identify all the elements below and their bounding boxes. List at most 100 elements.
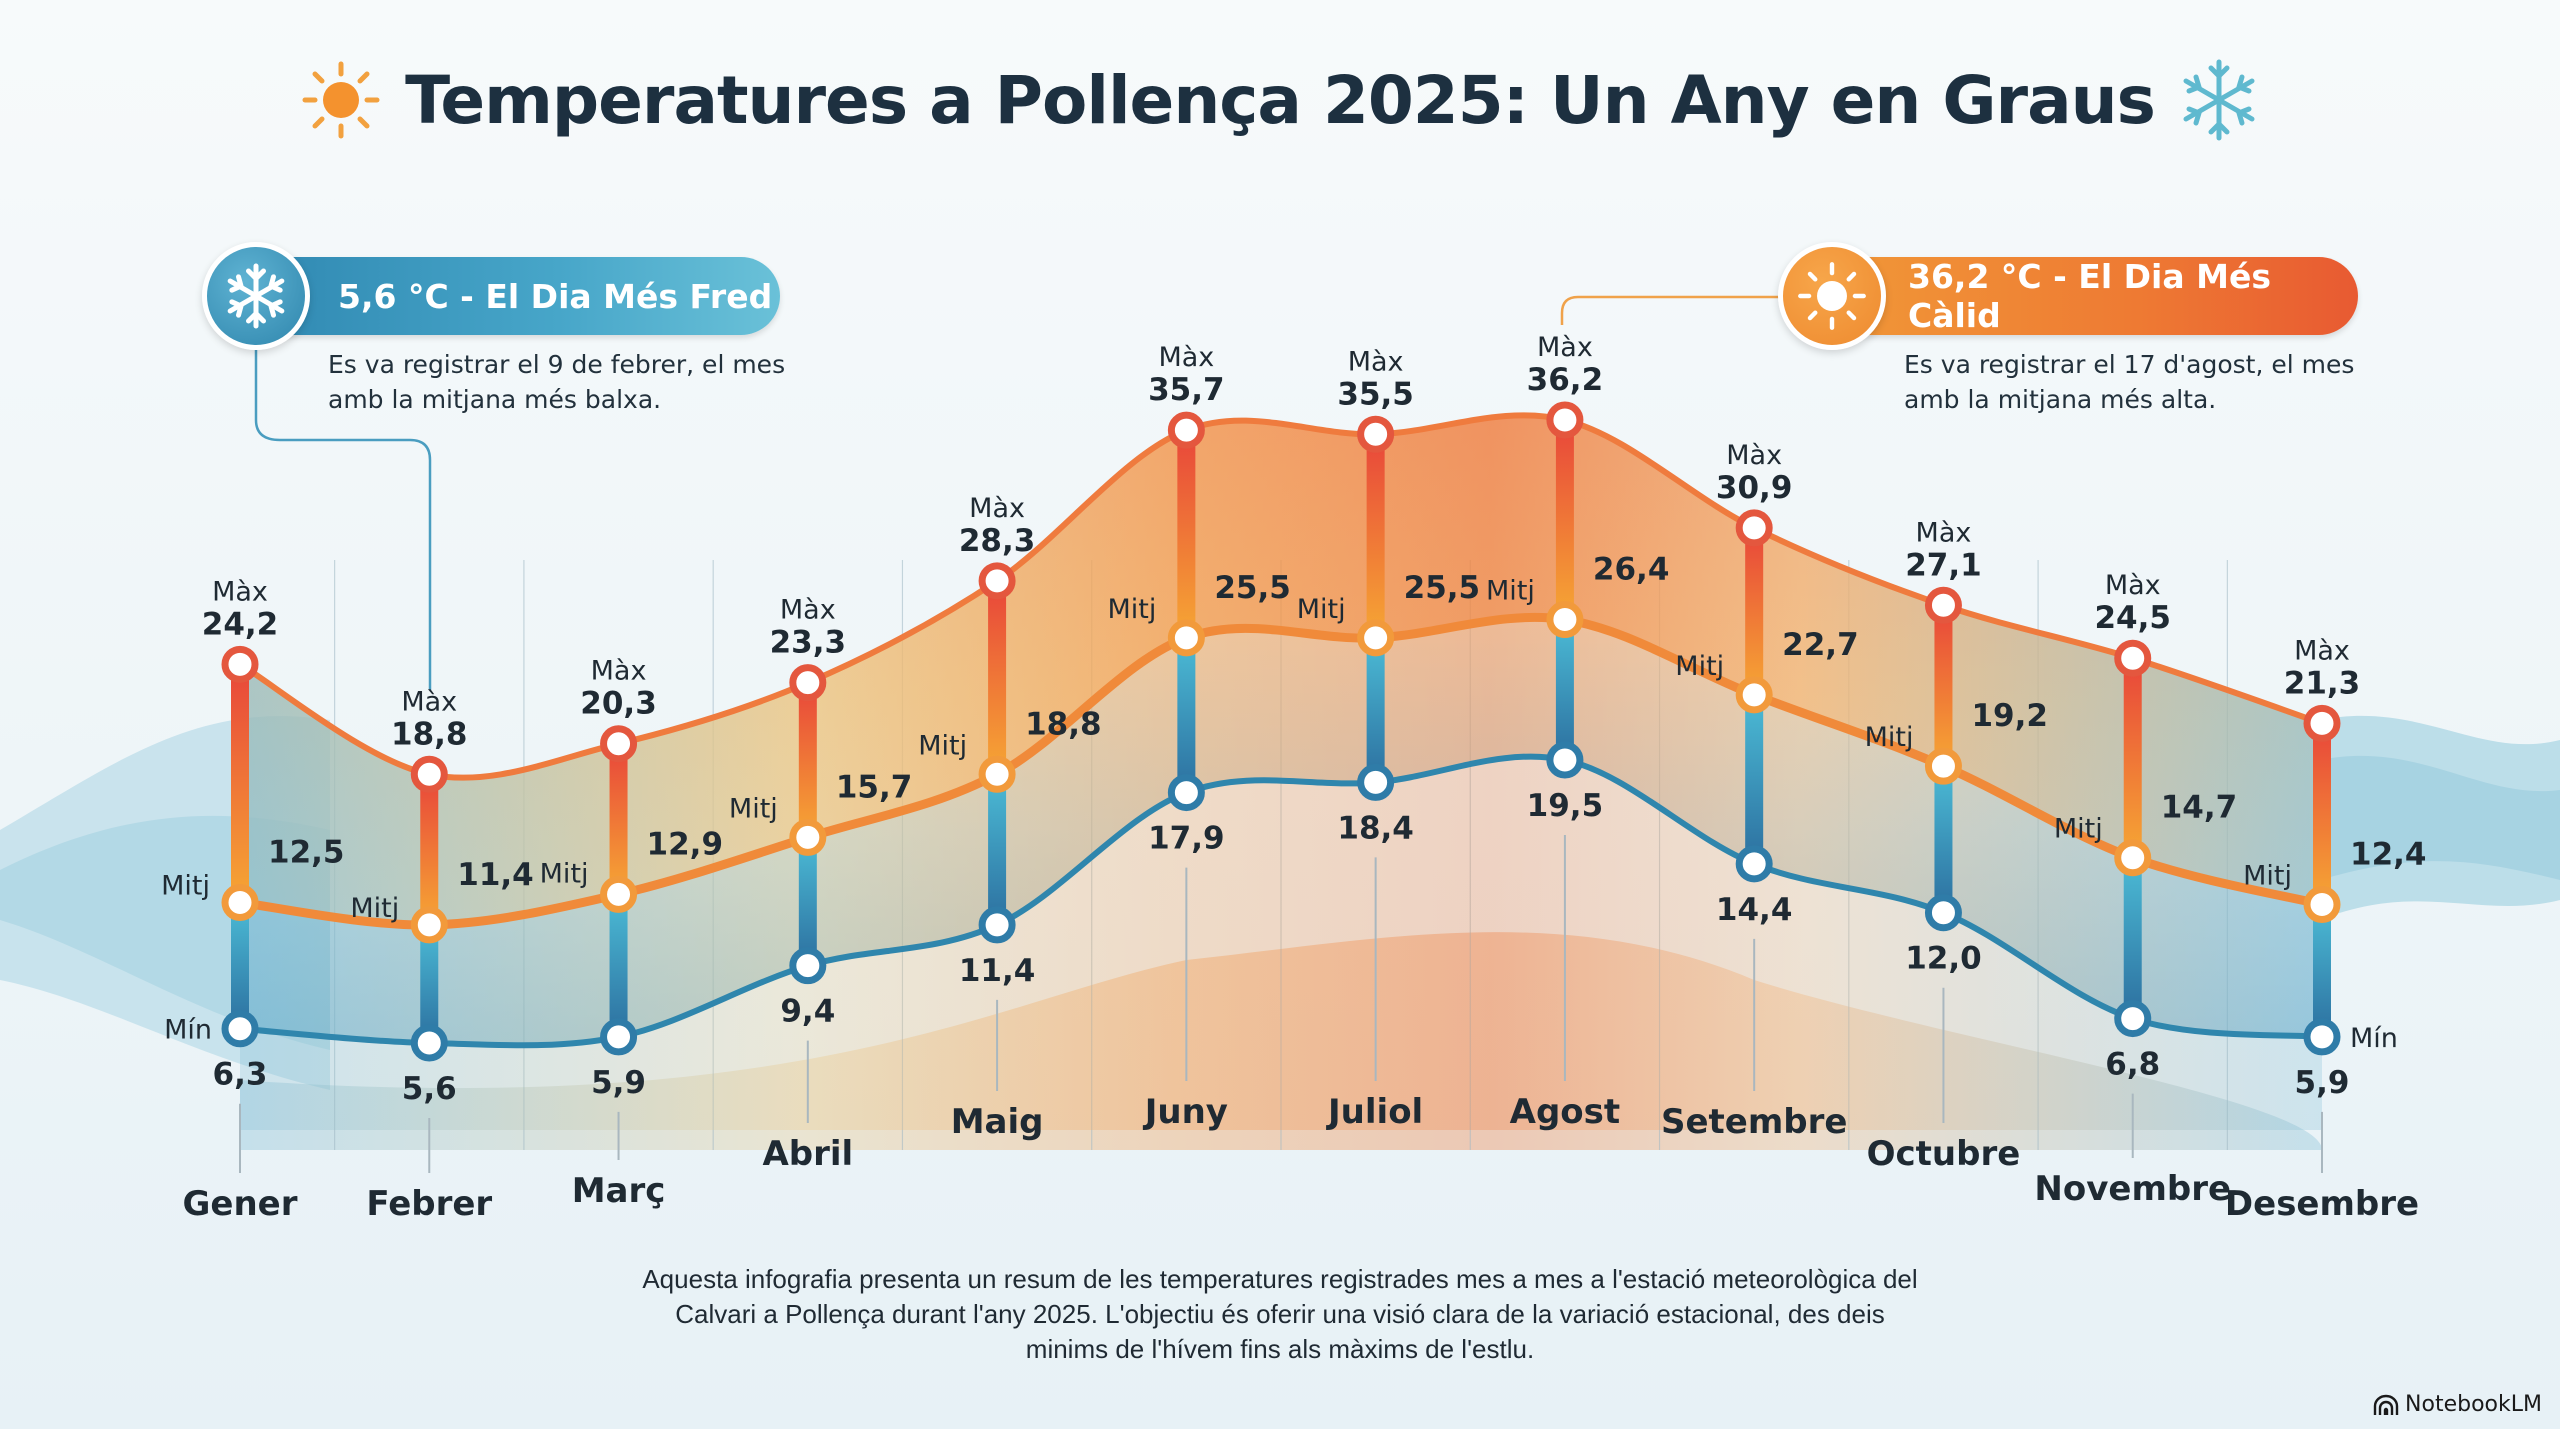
notebooklm-logo-icon (2373, 1394, 2399, 1415)
max-label: Màx (1348, 346, 1404, 377)
avg-value-label: 25,5 (1404, 570, 1481, 606)
max-label: Màx (1537, 332, 1593, 363)
month-label: Abril (762, 1134, 853, 1174)
below-min-area (240, 756, 2322, 1130)
max-value-label: 36,2 (1527, 362, 1604, 398)
month-label: Juliol (1326, 1092, 1423, 1132)
max-value-label: 18,8 (391, 716, 468, 752)
header: Temperatures a Pollença 2025: Un Any en … (0, 58, 2560, 142)
max-label: Màx (1158, 342, 1214, 373)
avg-label: Mitj (1486, 576, 1535, 607)
min-value-label: 5,6 (402, 1071, 457, 1107)
data-point-min (1167, 774, 1205, 812)
month-label: Desembre (2225, 1184, 2419, 1224)
avg-label: Mitj (1865, 722, 1914, 753)
min-value-label: 6,3 (213, 1057, 268, 1093)
max-label: Màx (780, 595, 836, 626)
avg-label: Mitj (729, 793, 778, 824)
max-label: Màx (401, 686, 457, 717)
infographic-description: Aquesta infografia presenta un resum de … (642, 1264, 1918, 1364)
range-bar-lower (1177, 637, 1196, 793)
sun-icon (1798, 262, 1866, 330)
range-bar-lower (420, 924, 439, 1043)
data-point-max (410, 755, 448, 793)
month-label: Setembre (1661, 1102, 1847, 1142)
avg-value-label: 25,5 (1214, 570, 1291, 606)
brand-name: NotebookLM (2405, 1392, 2542, 1417)
max-value-label: 28,3 (959, 523, 1036, 559)
min-label: Mín (164, 1015, 212, 1046)
min-value-label: 17,9 (1148, 821, 1225, 857)
data-point-max (1357, 415, 1395, 453)
avg-label: Mitj (1297, 594, 1346, 625)
max-label: Màx (2105, 570, 2161, 601)
max-value-label: 20,3 (580, 686, 657, 722)
data-point-avg (978, 755, 1016, 793)
max-label: Màx (591, 656, 647, 687)
data-point-avg (1357, 619, 1395, 657)
min-value-label: 5,9 (2295, 1065, 2350, 1101)
series-line-max (238, 412, 2323, 781)
data-point-min (2114, 1000, 2152, 1038)
avg-value-label: 19,2 (1971, 698, 2048, 734)
data-point-min (410, 1024, 448, 1062)
data-point-avg (2114, 839, 2152, 877)
data-point-min (1924, 894, 1962, 932)
data-point-max (789, 664, 827, 702)
callout-connectors (254, 295, 1780, 690)
range-bar-upper (798, 682, 817, 838)
page-title: Temperatures a Pollença 2025: Un Any en … (405, 61, 2156, 139)
data-point-avg (2303, 886, 2341, 924)
range-bar-lower (1366, 637, 1385, 783)
data-point-min (1735, 845, 1773, 883)
coldest-day-label: 5,6 °C - El Dia Més Fred (338, 276, 773, 316)
range-bar-upper (1177, 430, 1196, 638)
range-bar-upper (231, 664, 249, 903)
data-point-max (1735, 509, 1773, 547)
data-point-avg (1735, 676, 1773, 714)
range-bar-upper (1366, 434, 1385, 638)
range-bar-upper (420, 774, 439, 925)
month-label: Juny (1143, 1092, 1228, 1132)
range-bar-lower (988, 774, 1007, 925)
data-point-avg (221, 884, 259, 922)
max-label: Màx (1726, 440, 1782, 471)
coldest-day-callout: 5,6 °C - El Dia Més Fred (228, 257, 780, 335)
range-bar-upper (2123, 658, 2142, 858)
min-value-label: 18,4 (1337, 810, 1414, 846)
data-point-max (600, 725, 638, 763)
avg-value-label: 12,9 (647, 826, 724, 862)
month-label: Octubre (1867, 1134, 2021, 1174)
avg-value-label: 26,4 (1593, 552, 1670, 588)
max-label: Màx (969, 493, 1025, 524)
min-label: Mín (2350, 1023, 2398, 1054)
month-label: Març (572, 1171, 666, 1211)
avg-label: Mitj (540, 858, 589, 889)
range-bar-upper (1555, 420, 1574, 620)
hottest-day-label: 36,2 °C - El Dia Més Càlid (1908, 257, 2271, 335)
range-bar-lower (1934, 766, 1953, 913)
avg-label: Mitj (2054, 814, 2103, 845)
hottest-day-badge (1778, 242, 1886, 350)
brand-mark: NotebookLM (2373, 1392, 2542, 1417)
data-point-max (221, 645, 259, 683)
avg-label: Mitj (2243, 861, 2292, 892)
data-point-min (221, 1010, 259, 1048)
data-point-avg (1924, 747, 1962, 785)
range-bar-upper (988, 580, 1007, 775)
hottest-connector-line (1560, 295, 1780, 325)
background-wave-right-inner (2320, 755, 2560, 880)
month-label: Agost (1510, 1092, 1621, 1132)
data-point-max (1924, 586, 1962, 624)
avg-value-label: 15,7 (836, 769, 913, 805)
avg-label: Mitj (350, 893, 399, 924)
coldest-connector-line (254, 350, 432, 690)
hottest-day-description: Es va registrar el 17 d'agost, el mes am… (1904, 350, 2355, 414)
min-value-label: 19,5 (1527, 788, 1604, 824)
sun-icon (302, 61, 380, 139)
data-point-min (1546, 741, 1584, 779)
month-label: Novembre (2034, 1169, 2231, 1209)
range-bar-lower (609, 894, 628, 1037)
max-label: Màx (2294, 635, 2350, 666)
max-value-label: 24,2 (202, 606, 279, 642)
